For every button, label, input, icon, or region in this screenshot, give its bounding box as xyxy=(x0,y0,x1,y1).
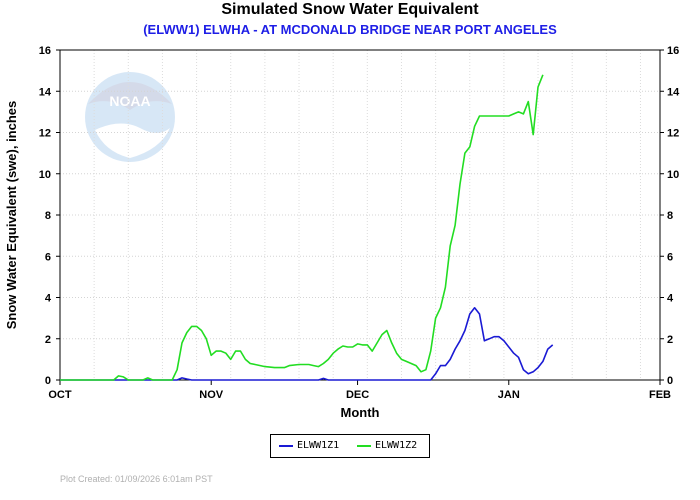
noaa-logo-text: NOAA xyxy=(109,93,150,109)
axis-ticks: 0 0 2 2 4 4 6 6 8 8 10 10 12 12 14 14 16 16 OCT NOV DEC JAN FE… xyxy=(39,45,680,401)
y-tick-label-right: 2 xyxy=(667,334,673,346)
y-tick-label-left: 10 xyxy=(39,169,51,181)
y-tick-label-left: 0 xyxy=(45,375,51,387)
x-tick-label: DEC xyxy=(346,389,369,401)
legend-item-z1: ELWW1Z1 xyxy=(279,440,339,451)
y-tick-label-right: 10 xyxy=(667,169,679,181)
y-tick-label-right: 4 xyxy=(667,293,674,305)
series-lines xyxy=(60,74,554,381)
y-tick-label-left: 6 xyxy=(45,251,51,263)
x-tick-label: JAN xyxy=(498,389,520,401)
series-line-elww1z2 xyxy=(60,74,544,381)
y-tick-label-right: 0 xyxy=(667,375,673,387)
plot-created-footer: Plot Created: 01/09/2026 6:01am PST xyxy=(60,474,213,484)
chart-title: Simulated Snow Water Equivalent xyxy=(221,1,479,18)
legend-swatch-z1 xyxy=(279,444,293,447)
grid-lines xyxy=(60,50,660,380)
legend-label-z2: ELWW1Z2 xyxy=(375,440,418,451)
noaa-logo: NOAA xyxy=(85,72,175,162)
y-tick-label-right: 16 xyxy=(667,45,679,57)
y-tick-label-right: 6 xyxy=(667,251,673,263)
y-tick-label-left: 4 xyxy=(45,293,52,305)
x-axis-title: Month xyxy=(341,405,380,420)
legend: ELWW1Z1 ELWW1Z2 xyxy=(270,434,430,458)
y-tick-label-left: 8 xyxy=(45,210,51,222)
y-axis-title: Snow Water Equivalent (swe), inches xyxy=(4,101,19,330)
y-tick-label-left: 12 xyxy=(39,128,51,140)
legend-item-z2: ELWW1Z2 xyxy=(357,440,417,451)
y-tick-label-right: 14 xyxy=(667,86,680,98)
series-line-elww1z1 xyxy=(60,307,554,381)
x-tick-label: OCT xyxy=(48,389,72,401)
chart-subtitle: (ELWW1) ELWHA - AT MCDONALD BRIDGE NEAR … xyxy=(143,22,557,37)
y-tick-label-right: 8 xyxy=(667,210,673,222)
y-tick-label-left: 2 xyxy=(45,334,51,346)
y-tick-label-left: 14 xyxy=(39,86,52,98)
legend-swatch-z2 xyxy=(357,444,371,447)
legend-label-z1: ELWW1Z1 xyxy=(297,440,340,451)
y-tick-label-right: 12 xyxy=(667,128,679,140)
y-tick-label-left: 16 xyxy=(39,45,51,57)
x-tick-label: FEB xyxy=(649,389,671,401)
x-tick-label: NOV xyxy=(199,389,224,401)
